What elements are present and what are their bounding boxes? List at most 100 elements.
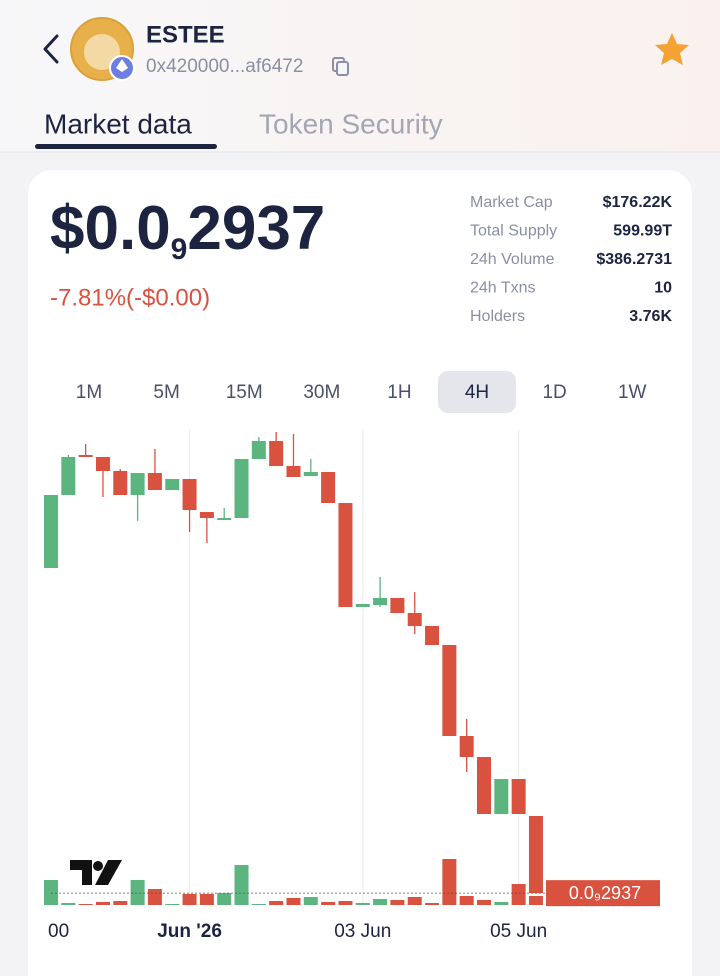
price-zeros: 9 — [171, 233, 188, 266]
price-digits: 2937 — [187, 194, 325, 263]
logo-dot — [93, 861, 103, 871]
timeframe-button[interactable]: 1H — [387, 382, 411, 403]
volume-bar — [442, 859, 457, 905]
candle-body — [251, 441, 266, 459]
candle-body — [95, 457, 110, 471]
volume-bar — [217, 893, 232, 905]
volume-bar — [477, 900, 491, 905]
tab[interactable]: Token Security — [259, 108, 443, 139]
timeframe-button[interactable]: 1W — [618, 382, 647, 403]
timeframe-active-bg — [438, 371, 516, 413]
tradingview-logo — [70, 860, 122, 885]
volume-bar — [407, 897, 422, 905]
candle-body — [234, 459, 249, 518]
candle-body — [459, 736, 474, 757]
volume-bar — [95, 902, 110, 905]
timeframe-button[interactable]: 4H — [465, 382, 489, 403]
stat-value: 599.99T — [613, 223, 672, 240]
volume-bar — [494, 902, 509, 905]
candle-body — [217, 518, 232, 520]
stat-value: $176.22K — [603, 194, 673, 211]
candle-body — [407, 613, 422, 626]
volume-bar — [390, 900, 405, 905]
stat-label: Market Cap — [470, 194, 553, 211]
price-change: -7.81%(-$0.00) — [50, 284, 210, 311]
candle-body — [494, 779, 509, 814]
tab[interactable]: Market data — [44, 108, 192, 139]
stat-value: 3.76K — [629, 308, 672, 325]
volume-bar — [355, 903, 370, 905]
volume-bar — [182, 894, 197, 905]
x-tick-label: 00 — [48, 921, 69, 942]
price: $0.092937 — [50, 194, 325, 266]
x-tick-label: 03 Jun — [334, 921, 391, 942]
candle-body — [477, 757, 491, 814]
candle-body — [78, 455, 93, 457]
volume-bar — [286, 898, 301, 905]
candle-body — [199, 512, 214, 518]
candle-body — [269, 441, 284, 466]
volume-bar — [44, 880, 58, 905]
card — [28, 170, 692, 976]
stat-label: Holders — [470, 308, 525, 325]
timeframe-button[interactable]: 15M — [226, 382, 263, 403]
last-price-tag — [546, 880, 660, 907]
candle-body — [390, 598, 405, 613]
x-tick-label: 05 Jun — [490, 921, 547, 942]
volume-bar — [321, 902, 336, 905]
volume-bar — [511, 884, 526, 905]
volume-bar — [373, 899, 388, 905]
candle-body — [528, 816, 543, 894]
stat-label: 24h Volume — [470, 251, 555, 268]
back-button[interactable] — [43, 34, 59, 64]
candle-body — [182, 479, 197, 510]
candle-body — [373, 598, 388, 605]
timeframe-button[interactable]: 1M — [76, 382, 102, 403]
volume-bar — [234, 865, 249, 905]
price-prefix: $0.0 — [50, 194, 171, 263]
volume-bar — [338, 901, 353, 905]
volume-bar — [425, 903, 440, 905]
x-tick-label: Jun '26 — [157, 921, 222, 942]
candle-body — [147, 473, 162, 490]
volume-bar — [78, 904, 93, 905]
logo-shape — [70, 860, 122, 885]
volume-bar — [130, 880, 145, 905]
candle-body — [355, 604, 370, 607]
token-address: 0x420000...af6472 — [146, 56, 303, 77]
volume-bar — [303, 897, 318, 905]
stat-label: 24h Txns — [470, 280, 536, 297]
candle-body — [425, 626, 440, 645]
candle-body — [130, 473, 145, 495]
favorite-star[interactable] — [655, 33, 689, 65]
timeframe-button[interactable]: 30M — [303, 382, 340, 403]
candle-body — [286, 466, 301, 477]
candle-body — [61, 457, 76, 495]
tab-indicator — [35, 144, 217, 149]
candle-body — [442, 645, 457, 736]
volume-bar — [269, 901, 284, 905]
candle-body — [44, 495, 58, 568]
timeframe-button[interactable]: 1D — [542, 382, 566, 403]
candle-body — [338, 503, 353, 607]
timeframe-button[interactable]: 5M — [153, 382, 179, 403]
volume-bar — [113, 901, 128, 905]
volume-bar — [61, 903, 76, 905]
candle-body — [165, 479, 180, 490]
stat-label: Total Supply — [470, 223, 557, 240]
volume-bar — [199, 894, 214, 905]
candle-body — [113, 471, 128, 495]
last-price-label: 0.0₉2937 — [569, 883, 641, 903]
candle-body — [303, 472, 318, 476]
volume-bar — [251, 904, 266, 905]
copy-icon-front — [336, 61, 349, 76]
stat-value: 10 — [654, 280, 672, 297]
candle-body — [511, 779, 526, 814]
volume-bar — [528, 896, 543, 905]
candle-body — [321, 472, 336, 503]
avatar-face — [84, 34, 120, 70]
volume-bar — [459, 896, 474, 905]
volume-bar — [147, 889, 162, 905]
